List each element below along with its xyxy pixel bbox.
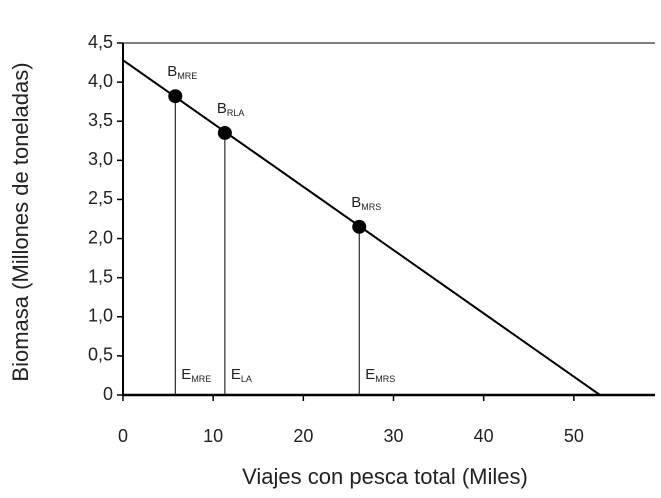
y-tick-label: 0 xyxy=(103,384,113,404)
drop-label-main: E xyxy=(231,366,241,383)
drop-label-main: E xyxy=(181,366,191,383)
y-tick-label: 2,0 xyxy=(88,227,113,247)
point-label-main: B xyxy=(167,63,177,80)
y-tick-label: 4,5 xyxy=(88,32,113,52)
point-marker xyxy=(168,89,183,104)
x-tick-label: 50 xyxy=(564,426,584,446)
point-label-sub: RLA xyxy=(227,108,245,118)
drop-label-sub: MRE xyxy=(191,374,211,384)
point-marker xyxy=(352,219,367,234)
x-tick-label: 0 xyxy=(118,426,128,446)
point-label-sub: MRS xyxy=(361,202,381,212)
x-tick-label: 30 xyxy=(383,426,403,446)
y-axis-title: Biomasa (Millones de toneladas) xyxy=(8,62,33,381)
point-label: BRLA xyxy=(217,100,245,118)
drop-label-sub: MRS xyxy=(375,374,395,384)
y-tick-label: 0,5 xyxy=(88,345,113,365)
y-tick-label: 3,5 xyxy=(88,110,113,130)
x-tick-label: 10 xyxy=(203,426,223,446)
x-tick-label: 40 xyxy=(474,426,494,446)
y-tick-label: 1,5 xyxy=(88,266,113,286)
drop-label: EMRS xyxy=(365,366,395,384)
point-label: BMRS xyxy=(351,194,381,212)
drop-label-main: E xyxy=(365,366,375,383)
x-tick-label: 20 xyxy=(293,426,313,446)
y-tick-label: 1,0 xyxy=(88,306,113,326)
drop-label: ELA xyxy=(231,366,252,384)
y-tick-label: 2,5 xyxy=(88,188,113,208)
drop-label: EMRE xyxy=(181,366,211,384)
point-label-main: B xyxy=(217,100,227,117)
point-marker xyxy=(217,125,232,140)
point-label: BMRE xyxy=(167,63,197,81)
y-tick-label: 4,0 xyxy=(88,71,113,91)
drop-label-sub: LA xyxy=(241,374,252,384)
point-label-sub: MRE xyxy=(177,72,197,82)
y-tick-label: 3,0 xyxy=(88,149,113,169)
point-label-main: B xyxy=(351,194,361,211)
x-axis-title: Viajes con pesca total (Miles) xyxy=(242,464,528,489)
